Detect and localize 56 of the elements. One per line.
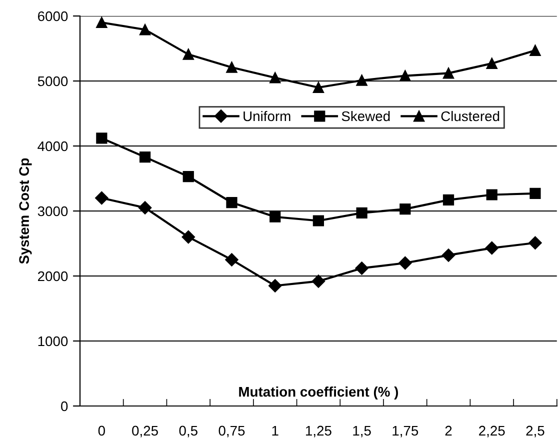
x-tick-label: 1,75 xyxy=(392,426,418,438)
legend-label: Skewed xyxy=(342,110,390,122)
y-tick-label: 1000 xyxy=(38,336,68,346)
point xyxy=(182,48,194,60)
point xyxy=(400,203,411,215)
y-tick-label: 0 xyxy=(61,401,68,412)
x-tick-label: 1,5 xyxy=(353,426,371,438)
point xyxy=(139,24,151,36)
y-tick-label: 6000 xyxy=(38,11,68,22)
y-tick-label: 5000 xyxy=(38,76,68,86)
y-tick-label: 4000 xyxy=(38,141,68,152)
point xyxy=(530,44,541,56)
x-tick-label: 0,75 xyxy=(218,426,245,438)
x-tick-label: 0 xyxy=(98,426,105,436)
x-tick-label: 0,25 xyxy=(132,426,158,438)
point xyxy=(442,68,454,79)
point xyxy=(312,82,324,94)
point xyxy=(96,132,108,144)
point xyxy=(528,236,542,250)
point xyxy=(442,194,454,206)
legend-label: Clustered xyxy=(441,110,500,122)
point xyxy=(268,279,282,292)
point xyxy=(398,256,412,270)
point xyxy=(226,62,238,73)
point xyxy=(95,191,108,205)
point xyxy=(400,70,411,82)
x-tick-label: 2,5 xyxy=(526,426,544,438)
x-tick-label: 1,25 xyxy=(306,426,332,438)
point xyxy=(486,58,498,70)
point xyxy=(270,211,281,222)
point xyxy=(356,207,368,219)
x-tick-label: 0,5 xyxy=(179,426,198,438)
y-tick-label: 2000 xyxy=(38,271,68,282)
point xyxy=(270,72,281,84)
point xyxy=(226,196,238,208)
point xyxy=(182,230,195,244)
point xyxy=(530,188,541,200)
legend-label: Uniform xyxy=(244,110,290,122)
x-tick-label: 2,25 xyxy=(479,426,505,438)
point xyxy=(356,74,368,86)
point xyxy=(138,201,152,214)
point xyxy=(225,253,238,266)
point xyxy=(312,274,326,288)
point xyxy=(486,189,498,200)
x-axis-title: Mutation coefficient (% ) xyxy=(239,386,398,400)
point xyxy=(139,151,151,163)
y-tick-label: 3000 xyxy=(38,206,68,216)
y-axis-title: System Cost Cp xyxy=(19,158,32,264)
point xyxy=(485,241,498,255)
point xyxy=(442,248,456,262)
x-tick-label: 1 xyxy=(272,426,278,436)
point xyxy=(182,170,194,182)
x-tick-label: 2 xyxy=(445,426,452,436)
point xyxy=(355,262,368,275)
point xyxy=(96,16,108,28)
point xyxy=(312,215,324,226)
